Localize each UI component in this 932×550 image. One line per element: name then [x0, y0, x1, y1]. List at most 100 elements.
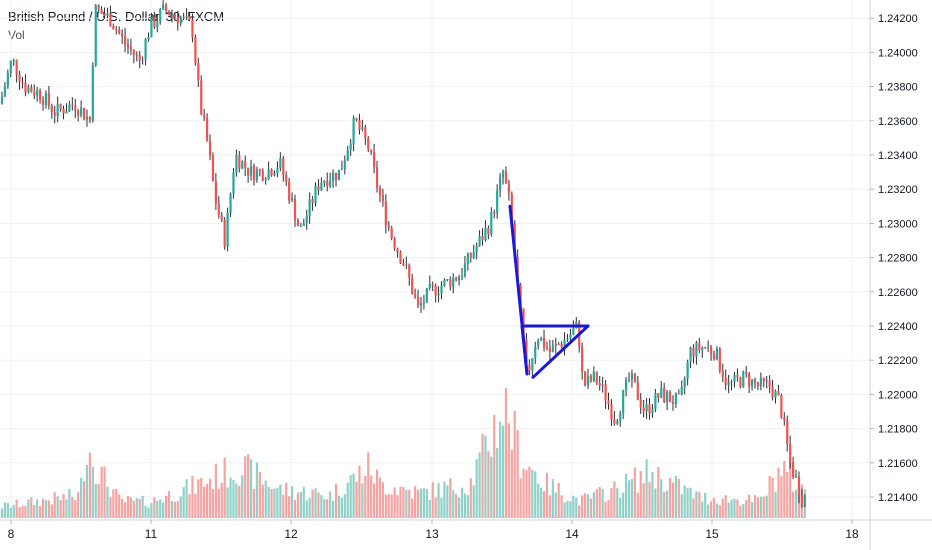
volume-bar [80, 477, 83, 518]
volume-bar [475, 459, 478, 518]
candle-body [305, 215, 308, 224]
volume-bar [566, 500, 569, 518]
candle-body [622, 390, 625, 414]
candle-body [651, 409, 654, 414]
volume-bar [384, 494, 387, 518]
volume-bar [270, 488, 273, 518]
volume-bar [666, 490, 669, 518]
volume-bar [446, 485, 449, 518]
volume-bar [627, 480, 631, 518]
volume-bar [118, 494, 121, 518]
candle-body [112, 26, 115, 30]
candle-body [709, 346, 713, 354]
volume-bar [724, 495, 727, 518]
candle-body [293, 198, 297, 221]
candle-body [581, 346, 584, 372]
candle-body [36, 90, 39, 96]
volume-bar [613, 481, 616, 518]
candle-body [739, 377, 742, 387]
volume-bar [774, 491, 777, 518]
y-tick-label: 1.21400 [878, 492, 918, 504]
candle-body [789, 443, 792, 463]
candle-body [399, 251, 402, 264]
volume-bar [290, 486, 294, 518]
volume-bar [572, 495, 575, 518]
candle-body [390, 228, 393, 239]
volume-bar [537, 483, 540, 518]
volume-bar [317, 492, 320, 518]
candle-body [373, 152, 376, 167]
candle-body [592, 371, 595, 381]
candle-body [346, 149, 349, 161]
volume-bar [727, 502, 730, 518]
volume-bar [375, 469, 379, 518]
candle-body [15, 59, 18, 75]
candle-body [416, 297, 420, 306]
candle-body [59, 103, 62, 109]
candle-body [563, 339, 566, 348]
candle-body [501, 171, 505, 178]
candle-body [557, 343, 560, 345]
candle-body [153, 17, 156, 28]
x-tick-label: 13 [425, 527, 439, 541]
volume-bar [460, 487, 464, 518]
candle-body [466, 253, 469, 264]
volume-bar [15, 499, 18, 518]
volume-bar [721, 498, 724, 518]
candle-body [396, 248, 399, 252]
y-tick-label: 1.22400 [878, 321, 918, 333]
candle-body [340, 169, 343, 171]
volume-bar [777, 467, 780, 518]
candle-body [674, 393, 677, 404]
candle-body [510, 193, 513, 224]
candle-body [323, 180, 326, 183]
volume-bar [258, 471, 261, 518]
volume-bar [147, 507, 150, 518]
candle-body [129, 47, 133, 50]
candle-body [30, 87, 33, 93]
y-tick-label: 1.22200 [878, 355, 918, 367]
volume-bar [112, 489, 115, 518]
volume-bar [730, 499, 733, 518]
volume-bar [583, 493, 587, 518]
volume-bar [768, 475, 771, 518]
volume-bar [619, 498, 622, 518]
volume-bar [551, 479, 554, 518]
volume-bar [434, 497, 437, 518]
candle-body [759, 377, 762, 387]
volume-bar [340, 497, 343, 518]
y-tick-label: 1.22600 [878, 287, 918, 299]
candle-body [41, 99, 45, 105]
candle-body [431, 283, 434, 286]
candle-body [132, 49, 135, 55]
y-tick-label: 1.22800 [878, 253, 918, 265]
candle-body [249, 166, 253, 176]
candle-body [616, 420, 619, 424]
volume-bar [182, 487, 185, 518]
volume-bar [501, 425, 505, 518]
volume-bar [68, 489, 71, 518]
candle-body [748, 373, 751, 387]
candle-body [686, 361, 689, 379]
candle-body [50, 105, 53, 113]
volume-bar [581, 495, 584, 518]
volume-bar [197, 479, 200, 518]
volume-bar [159, 499, 162, 518]
candle-body [724, 377, 727, 385]
candle-body [147, 37, 150, 40]
volume-bar [786, 471, 789, 518]
volume-bar [97, 483, 100, 518]
volume-bar [132, 500, 135, 518]
candle-body [314, 185, 317, 204]
volume-bar [496, 448, 499, 518]
candle-body [264, 179, 267, 181]
candle-body [750, 379, 754, 387]
volume-bar [85, 464, 89, 518]
candle-body [525, 339, 528, 365]
volume-bar [408, 489, 411, 518]
volume-bar [217, 488, 220, 518]
candle-body [47, 93, 50, 106]
candle-body [71, 104, 74, 106]
volume-bar [463, 493, 467, 518]
